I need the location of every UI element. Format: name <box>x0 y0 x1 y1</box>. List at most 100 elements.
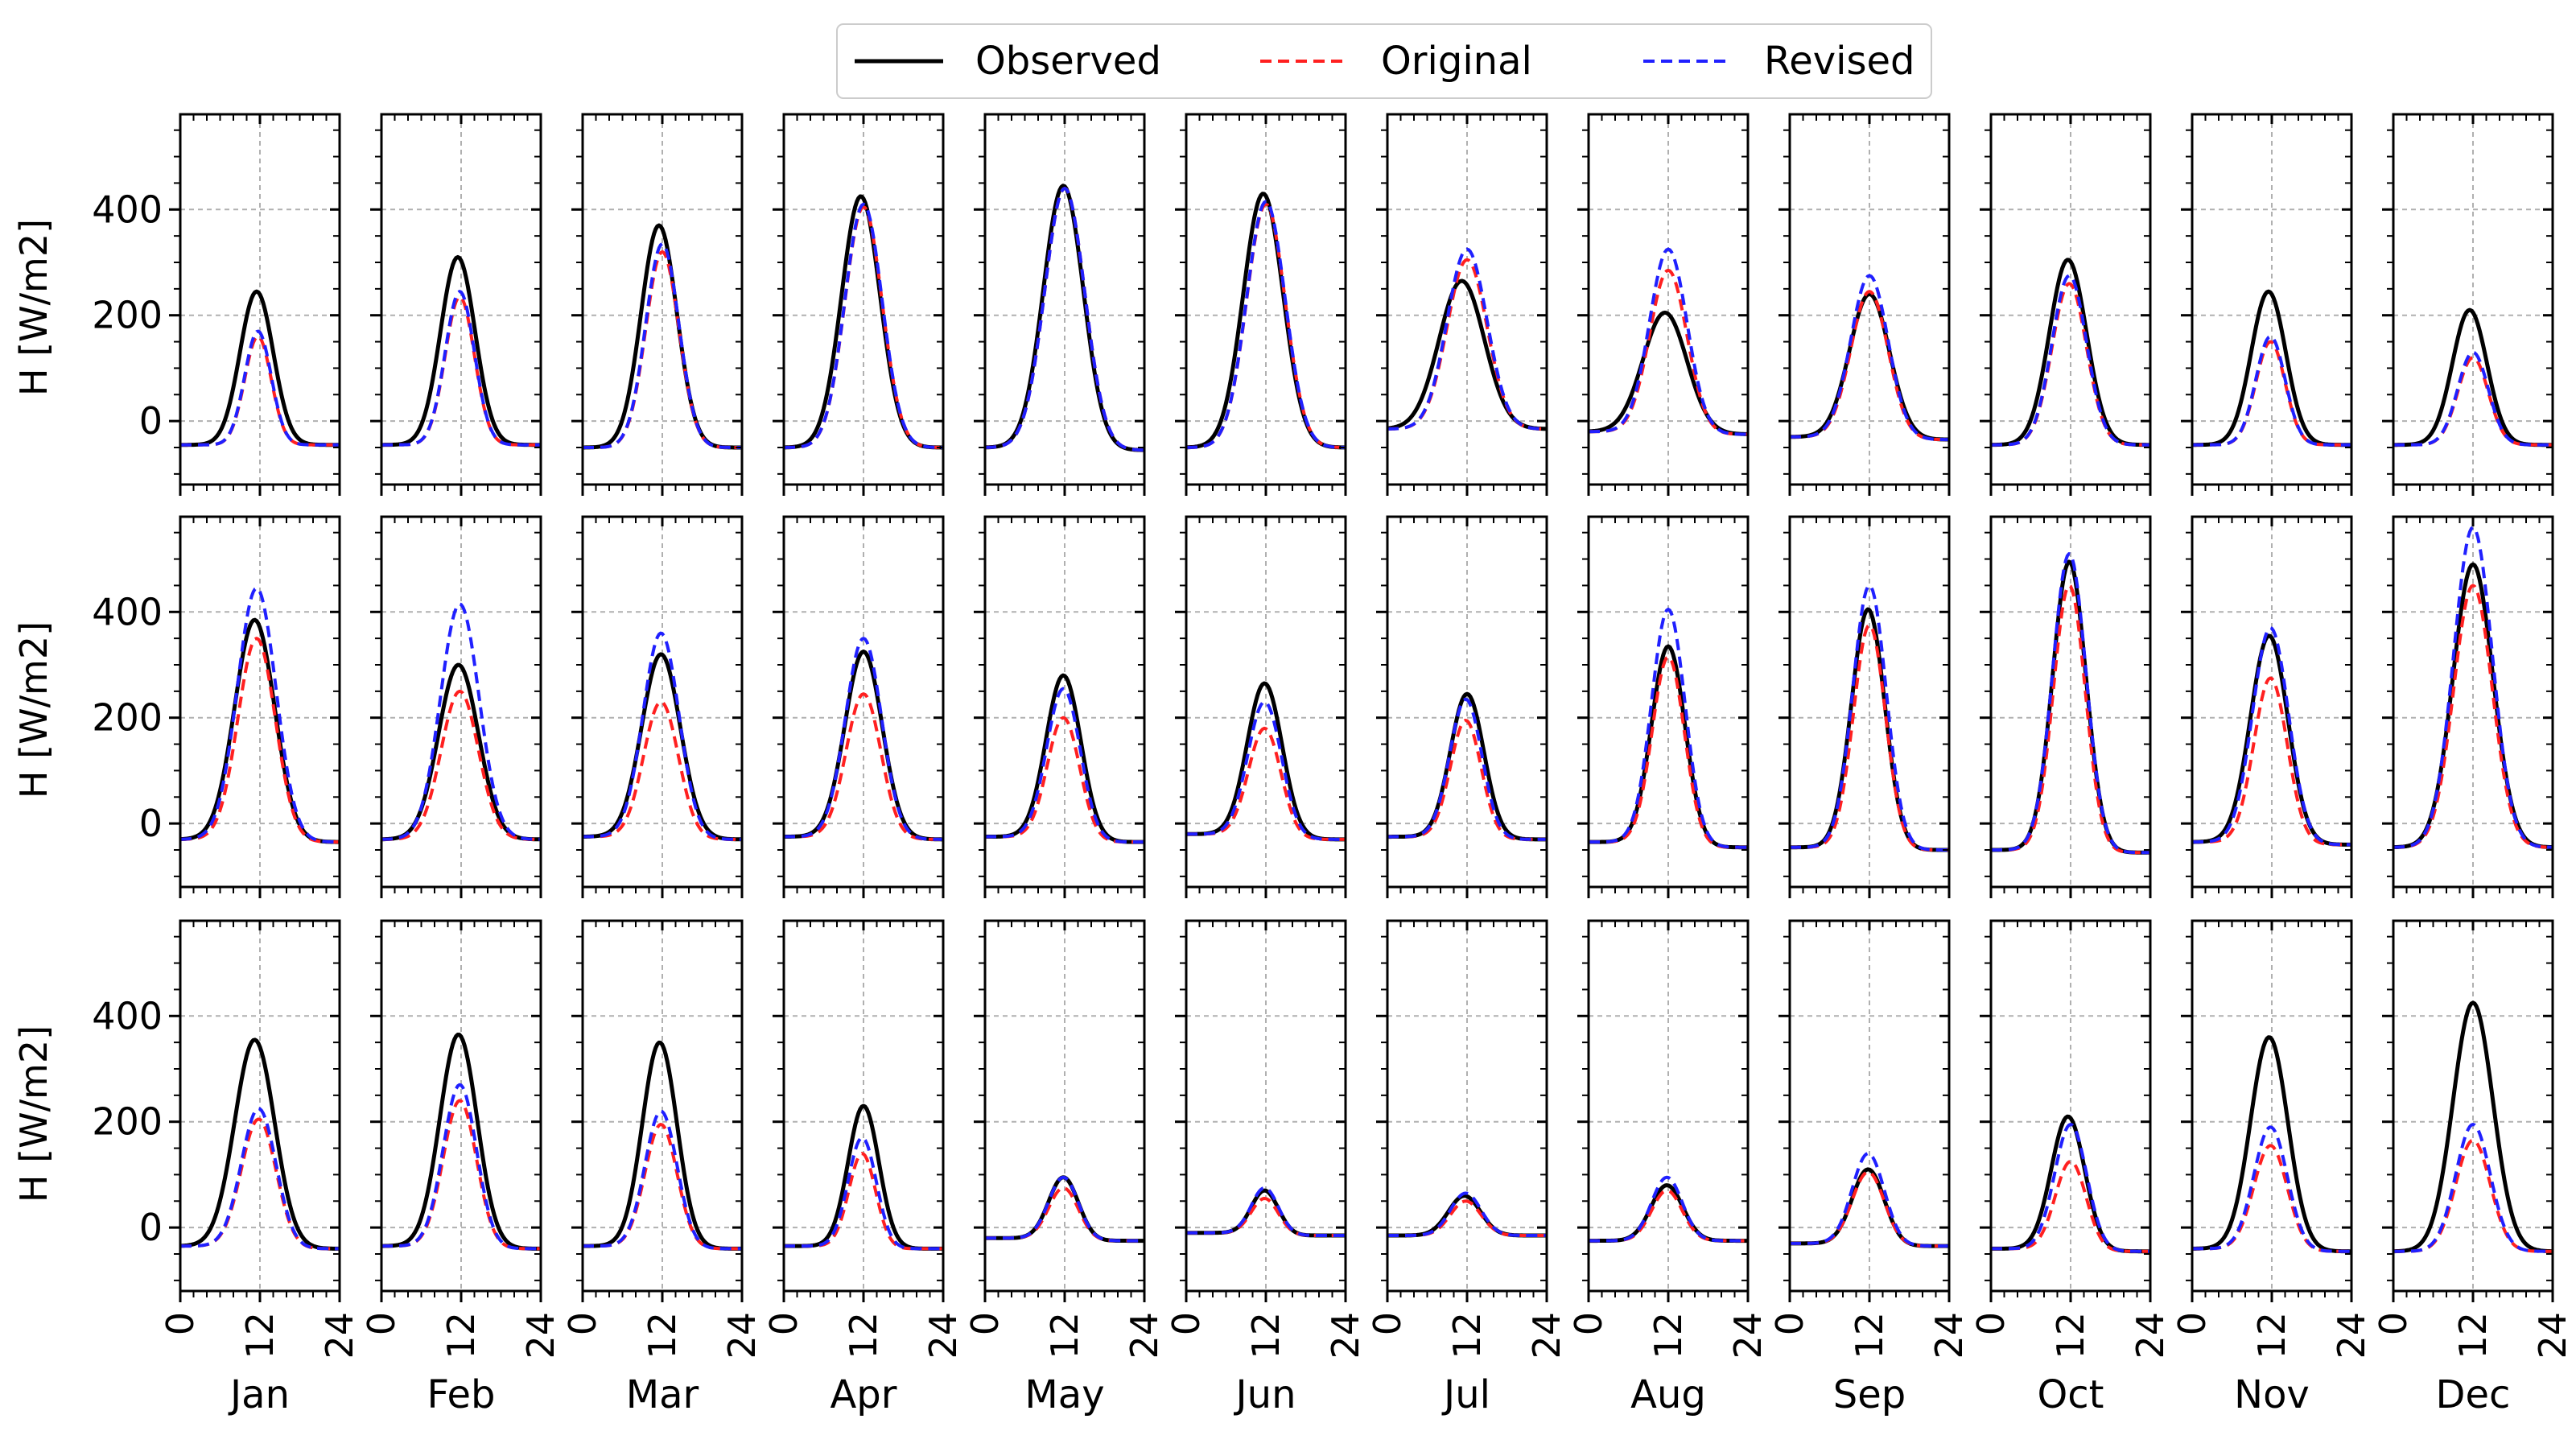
panel-feb-row2 <box>370 515 542 898</box>
panel-apr-row1 <box>773 113 945 496</box>
panel-mar-row1 <box>571 113 744 496</box>
month-label-jul: Jul <box>1441 1372 1490 1417</box>
month-label-jun: Jun <box>1234 1372 1296 1417</box>
panel-series <box>180 586 340 844</box>
series-revised <box>1790 1152 1949 1248</box>
series-original <box>180 1117 340 1251</box>
panel-series <box>2393 526 2553 850</box>
series-observed <box>2393 562 2553 850</box>
panel-apr-row2 <box>773 515 945 898</box>
x-tick-label: 24 <box>921 1312 965 1359</box>
legend-label-observed: Observed <box>975 39 1161 84</box>
panel-nov-row2 <box>2181 515 2353 898</box>
panel-mar-row2 <box>571 515 744 898</box>
series-revised <box>2393 526 2553 849</box>
month-label-apr: Apr <box>830 1372 896 1417</box>
legend-label-revised: Revised <box>1764 39 1914 84</box>
panel-aug-row2 <box>1577 515 1750 898</box>
series-revised <box>180 329 340 447</box>
panel-jul-row3: 0 12 24 Jul <box>1366 919 1568 1417</box>
series-revised <box>985 687 1144 844</box>
series-revised <box>1387 1191 1547 1237</box>
panel-series <box>1790 584 1949 852</box>
panel-series <box>2393 1000 2553 1254</box>
panel-feb-row3: 0 12 24 Feb <box>360 919 563 1417</box>
legend-entry-revised: Revised <box>1643 39 1914 84</box>
month-label-aug: Aug <box>1630 1372 1706 1417</box>
panel-may-row2 <box>974 515 1146 898</box>
month-label-jan: Jan <box>228 1372 290 1417</box>
series-revised <box>583 242 742 449</box>
panel-series <box>985 184 1144 452</box>
series-revised <box>381 290 541 447</box>
series-revised <box>985 187 1144 452</box>
y-axis-label: H [W/m2] <box>12 219 56 396</box>
series-revised <box>1589 247 1748 436</box>
series-revised <box>381 602 541 841</box>
panel-oct-row1 <box>1980 113 2152 496</box>
x-tick-label: 0 <box>963 1312 1007 1335</box>
month-label-sep: Sep <box>1833 1372 1906 1417</box>
series-revised <box>2192 1125 2351 1253</box>
legend-label-original: Original <box>1381 39 1532 84</box>
y-tick-label: 200 <box>92 294 163 337</box>
series-revised <box>1991 552 2150 855</box>
panel-nov-row1 <box>2181 113 2353 496</box>
panel-dec-row3: 0 12 24 Dec <box>2372 919 2574 1417</box>
x-tick-label: 24 <box>1726 1312 1770 1359</box>
y-tick-label: 400 <box>92 188 163 231</box>
panel-series <box>1991 1114 2150 1254</box>
panel-jan-row2: 0 200 400 H [W/m2] <box>12 515 341 898</box>
legend-entry-original: Original <box>1260 39 1532 84</box>
x-tick-label: 0 <box>1768 1312 1811 1335</box>
x-tick-label: 24 <box>1525 1312 1568 1359</box>
series-observed <box>180 1037 340 1251</box>
panel-series <box>180 289 340 448</box>
series-original <box>381 689 541 841</box>
panel-dec-row2 <box>2382 515 2554 898</box>
panel-series <box>1991 552 2150 855</box>
series-revised <box>784 202 943 449</box>
panel-series <box>784 194 943 450</box>
panel-series <box>985 673 1144 844</box>
series-revised <box>2393 1123 2553 1253</box>
x-tick-label: 12 <box>1244 1312 1288 1359</box>
panel-mar-row3: 0 12 24 Mar <box>561 919 764 1417</box>
panel-oct-row3: 0 12 24 Oct <box>1969 919 2172 1417</box>
x-tick-label: 12 <box>2451 1312 2495 1359</box>
series-revised <box>1790 274 1949 442</box>
month-label-may: May <box>1024 1372 1104 1417</box>
x-tick-label: 24 <box>1123 1312 1166 1359</box>
y-axis-label: H [W/m2] <box>12 621 56 798</box>
panel-series <box>583 1040 742 1251</box>
panel-may-row1 <box>974 113 1146 496</box>
x-tick-label: 0 <box>762 1312 806 1335</box>
x-tick-label: 24 <box>318 1312 361 1359</box>
panel-series <box>1991 258 2150 448</box>
panel-sep-row1 <box>1778 113 1951 496</box>
panel-series <box>2192 626 2351 847</box>
panel-oct-row2 <box>1980 515 2152 898</box>
month-label-oct: Oct <box>2038 1372 2104 1417</box>
panel-dec-row1 <box>2382 113 2554 496</box>
series-revised <box>2192 335 2351 447</box>
series-revised <box>784 1136 943 1251</box>
panel-series <box>1589 1175 1748 1244</box>
y-tick-label: 200 <box>92 1100 163 1144</box>
x-tick-label: 0 <box>2170 1312 2214 1335</box>
series-revised <box>1589 1175 1748 1243</box>
series-revised <box>1186 700 1346 841</box>
x-tick-label: 12 <box>1848 1312 1891 1359</box>
x-tick-label: 24 <box>1324 1312 1367 1359</box>
series-revised <box>583 631 742 841</box>
panel-series <box>784 637 943 842</box>
panel-jul-row1 <box>1376 113 1548 496</box>
series-revised <box>1790 584 1949 852</box>
x-tick-label: 12 <box>2250 1312 2294 1359</box>
panel-series <box>1589 608 1748 850</box>
month-label-dec: Dec <box>2436 1372 2511 1417</box>
panel-jun-row1 <box>1175 113 1347 496</box>
panel-series <box>1186 1186 1346 1238</box>
series-revised <box>1387 697 1547 841</box>
